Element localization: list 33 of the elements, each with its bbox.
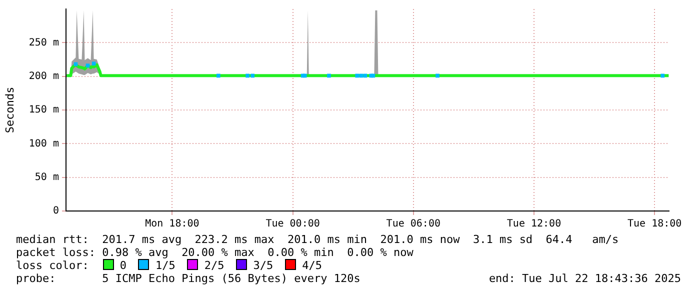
legend-label: 4/5 xyxy=(301,259,322,272)
point xyxy=(363,74,368,78)
x-tick-label: Tue 18:00 xyxy=(628,218,682,230)
point xyxy=(216,74,220,78)
text: end: Tue Jul 22 18:43:36 2025 xyxy=(488,272,681,285)
legend-label: 0 xyxy=(118,259,126,272)
y-tick-label: 250 m xyxy=(28,37,59,48)
point xyxy=(355,74,360,78)
point xyxy=(246,74,250,78)
x-tick-label: Tue 00:00 xyxy=(266,218,320,230)
point xyxy=(250,74,255,78)
point xyxy=(327,74,331,78)
y-tick-label: 100 m xyxy=(28,138,59,150)
text: packet loss: 0.98 % avg 20.00 % max 0.00 % min 0.00 % now xyxy=(16,246,414,259)
point xyxy=(436,74,440,78)
legend-title: loss color: xyxy=(16,259,89,272)
x-tick-label: Mon 18:00 xyxy=(145,218,200,230)
point xyxy=(86,64,90,68)
text: probe: 5 ICMP Echo Pings (56 Bytes) every 120s xyxy=(16,272,360,285)
text: median rtt: 201.7 ms avg 223.2 ms max 201.0 ms min 201.0 ms now 3.1 ms sd 64.4 am/s xyxy=(16,233,620,246)
point xyxy=(660,74,665,78)
point xyxy=(92,62,96,66)
legend-label: 2/5 xyxy=(203,259,224,272)
y-axis-title: Seconds xyxy=(3,86,16,134)
y-tick-label: 200 m xyxy=(28,70,59,82)
x-tick-label: Tue 06:00 xyxy=(386,218,440,230)
y-tick-label: 150 m xyxy=(28,104,59,116)
legend-label: 3/5 xyxy=(252,259,274,272)
point xyxy=(359,74,364,78)
legend-label: 1/5 xyxy=(154,259,176,272)
y-tick-label: 50 m xyxy=(34,172,59,183)
x-tick-label: Tue 12:00 xyxy=(506,218,562,230)
y-tick-label: 0 xyxy=(52,206,59,217)
